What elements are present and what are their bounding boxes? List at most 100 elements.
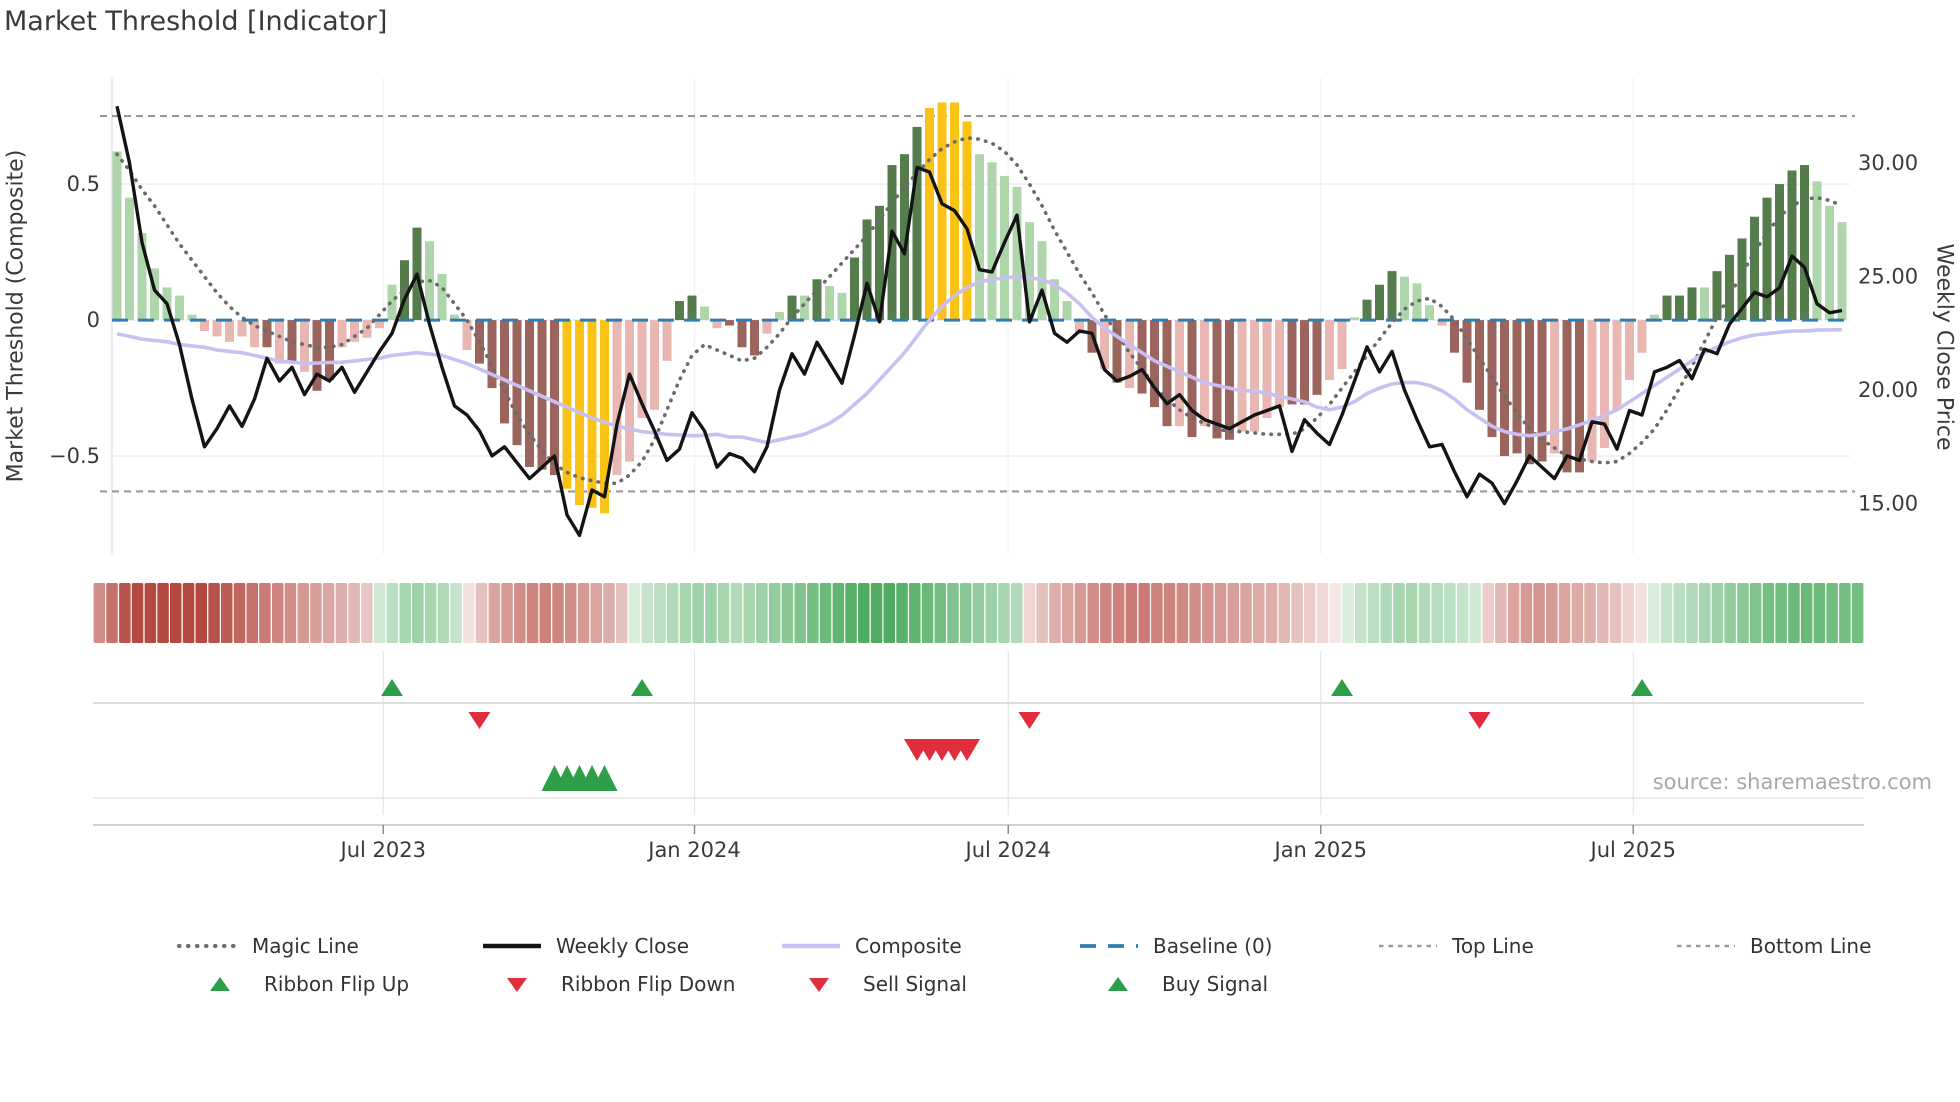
ribbon-cell (819, 583, 832, 643)
ribbon-cell (1482, 583, 1494, 643)
ribbon-cell (208, 583, 220, 643)
threshold-bar (1212, 320, 1222, 439)
ribbon-cell (1176, 583, 1189, 643)
legend-item-bottom-line[interactable]: Bottom Line (1674, 932, 1871, 960)
threshold-bar (462, 320, 472, 350)
threshold-bar (1700, 287, 1709, 321)
legend-item-magic-line[interactable]: Magic Line (176, 932, 359, 960)
ribbon-cell (1635, 583, 1647, 643)
ribbon-cell (526, 583, 539, 643)
legend-item-ribbon-flip-down[interactable]: Ribbon Flip Down (485, 970, 735, 998)
swatch-shape (809, 978, 829, 992)
composite-line (116, 274, 1843, 445)
left-tick-label: 0 (87, 308, 100, 332)
threshold-bar (1100, 320, 1109, 370)
legend-item-weekly-close[interactable]: Weekly Close (480, 932, 689, 960)
ribbon-cell (1316, 583, 1329, 643)
threshold-bar (300, 320, 309, 372)
ribbon-cell (947, 583, 959, 643)
ribbon-cell (832, 583, 845, 643)
threshold-bar (1050, 279, 1059, 321)
triangle-down-icon (809, 978, 829, 992)
ribbon-cell (144, 583, 157, 643)
ribbon-cell (1749, 583, 1762, 643)
threshold-bar (1362, 299, 1372, 321)
legend-item-ribbon-flip-up[interactable]: Ribbon Flip Up (188, 970, 409, 998)
ribbon-cell (1813, 583, 1826, 643)
threshold-bar (1812, 181, 1822, 321)
threshold-bar (1450, 320, 1459, 353)
ribbon-cell (1393, 583, 1405, 643)
threshold-bar (1750, 216, 1759, 321)
x-tick-label: Jul 2023 (339, 838, 426, 862)
legend-label: Bottom Line (1750, 934, 1872, 958)
ribbon-cell (1125, 583, 1138, 643)
ribbon-cell (1673, 583, 1685, 643)
ribbon-cell (348, 583, 360, 643)
threshold-bar (1675, 295, 1684, 321)
threshold-bar (787, 295, 797, 321)
threshold-bar (837, 292, 847, 321)
ribbon-cell (565, 583, 577, 643)
legend-item-top-line[interactable]: Top Line (1376, 932, 1534, 960)
threshold-bar (650, 320, 659, 410)
swatch-shape (1108, 977, 1128, 991)
legend-item-buy-signal[interactable]: Buy Signal (1086, 970, 1268, 998)
legend-label: Ribbon Flip Down (561, 972, 736, 996)
ribbon-cell (679, 583, 692, 643)
ribbon-cell (1214, 583, 1227, 643)
threshold-bar (687, 295, 697, 321)
ribbon-cell (463, 583, 475, 643)
threshold-bar (337, 320, 347, 348)
ribbon-cell (1049, 583, 1061, 643)
ribbon-cell (182, 583, 195, 643)
ribbon-cell (131, 583, 144, 643)
threshold-bar (1387, 271, 1397, 321)
right-tick-label: 25.00 (1858, 264, 1918, 288)
threshold-bar (112, 151, 122, 321)
threshold-bar (1237, 320, 1247, 432)
indicator-chart: 0.5 0 −0.5 30.00 25.00 20.00 15.00 Jul 2023 Jan … (49, 78, 1918, 862)
threshold-bar (1475, 320, 1484, 410)
legend-item-sell-signal[interactable]: Sell Signal (787, 970, 967, 998)
threshold-bar (700, 306, 709, 321)
threshold-bar (1137, 320, 1147, 394)
right-tick-label: 30.00 (1858, 151, 1918, 175)
ribbon-cell (412, 583, 424, 643)
legend-item-baseline-0-[interactable]: Baseline (0) (1077, 932, 1272, 960)
ribbon-cell (1826, 583, 1838, 643)
threshold-bar (637, 320, 647, 418)
ribbon-flip-up-marker (381, 679, 403, 696)
legend-row-1: Magic Line Weekly Close Composite Baseline … (0, 932, 1960, 960)
ribbon-cell (1839, 583, 1851, 643)
legend-label: Ribbon Flip Up (264, 972, 410, 996)
ribbon-cell (1265, 583, 1278, 643)
threshold-bar (1150, 320, 1159, 408)
ribbon-cell (1138, 583, 1150, 643)
ribbon-cell (577, 583, 590, 643)
source-credit: source: sharemaestro.com (1652, 770, 1932, 794)
ribbon-cell (488, 583, 501, 643)
ribbon-cell (1074, 583, 1087, 643)
threshold-bar (1000, 175, 1009, 321)
ribbon-cell (1469, 583, 1482, 643)
ribbon-cell (1520, 583, 1533, 643)
threshold-bar (1737, 238, 1747, 321)
ribbon-cell (1342, 583, 1354, 643)
threshold-bar (1325, 320, 1334, 380)
threshold-bar (1300, 320, 1309, 405)
threshold-bar (350, 320, 359, 342)
ribbon-cell (654, 583, 666, 643)
ribbon-cell (730, 583, 743, 643)
threshold-bar (1775, 184, 1784, 321)
legend-item-composite[interactable]: Composite (779, 932, 962, 960)
threshold-bar (387, 284, 397, 321)
ribbon-cell (386, 583, 399, 643)
ribbon-cell (756, 583, 768, 643)
threshold-bar (1412, 283, 1422, 321)
ribbon-cell (552, 583, 564, 643)
threshold-bar (825, 286, 834, 321)
threshold-bar (262, 320, 272, 348)
legend-label: Weekly Close (556, 934, 690, 958)
